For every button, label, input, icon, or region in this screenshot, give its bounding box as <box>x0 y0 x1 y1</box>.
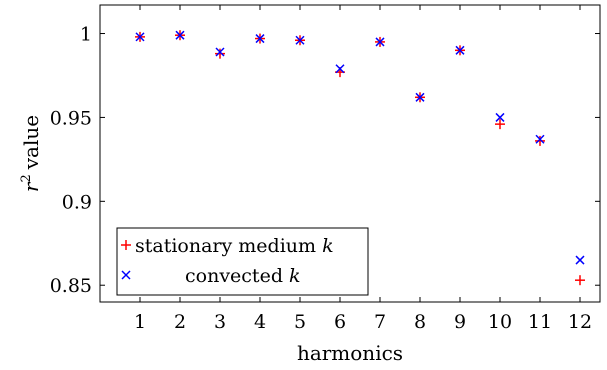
data-point-1-2 <box>215 47 225 57</box>
data-point-1-5 <box>335 64 345 74</box>
plot-frame <box>99 4 601 303</box>
x-tick-label-6: 6 <box>334 311 346 333</box>
legend-label-convected: convected k <box>185 265 301 287</box>
y-tick-label-0: 0.85 <box>50 275 92 297</box>
legend-marker-convected <box>121 270 131 280</box>
x-tick-label-8: 8 <box>414 311 426 333</box>
data-point-1-6 <box>375 37 385 47</box>
x-axis-label: harmonics <box>297 341 403 365</box>
y-axis-ticks: 0.85 0.9 0.95 1 <box>50 24 600 297</box>
x-tick-label-3: 3 <box>214 311 226 333</box>
data-point-1-8 <box>455 45 465 55</box>
x-tick-label-11: 11 <box>528 311 552 333</box>
data-point-1-7 <box>415 92 425 102</box>
y-tick-label-1: 0.9 <box>62 191 92 213</box>
x-tick-label-2: 2 <box>174 311 186 333</box>
series-layer <box>135 30 585 286</box>
y-axis-label-text: value <box>19 115 43 170</box>
x-tick-label-7: 7 <box>374 311 386 333</box>
y-axis-label-var: r <box>19 181 43 192</box>
x-tick-label-4: 4 <box>254 311 266 333</box>
x-axis-ticks: 1 2 3 4 5 6 7 8 9 10 11 12 <box>134 5 592 333</box>
data-point-0-9 <box>495 119 505 130</box>
x-tick-label-12: 12 <box>568 311 592 333</box>
data-point-1-10 <box>535 134 545 144</box>
y-axis-label: r2 value <box>19 115 43 192</box>
data-point-1-3 <box>255 34 265 44</box>
data-point-1-11 <box>575 255 585 265</box>
y-tick-label-3: 1 <box>80 24 92 46</box>
legend-marker-stationary <box>121 240 131 250</box>
series-1 <box>135 30 585 265</box>
legend-box <box>116 227 369 296</box>
legend: stationary medium k convected k <box>116 227 369 296</box>
data-point-0-10 <box>535 135 545 146</box>
x-tick-label-5: 5 <box>294 311 306 333</box>
data-point-1-4 <box>295 35 305 45</box>
y-tick-label-2: 0.95 <box>50 107 92 129</box>
data-point-1-9 <box>495 112 505 122</box>
data-point-1-0 <box>135 32 145 42</box>
data-point-0-2 <box>215 48 225 59</box>
x-tick-label-9: 9 <box>454 311 466 333</box>
x-tick-label-1: 1 <box>134 311 146 333</box>
data-point-0-11 <box>575 275 585 286</box>
y-axis-label-sup: 2 <box>19 174 34 182</box>
x-tick-label-10: 10 <box>488 311 512 333</box>
legend-label-stationary: stationary medium k <box>135 235 334 257</box>
data-point-1-1 <box>175 30 185 40</box>
